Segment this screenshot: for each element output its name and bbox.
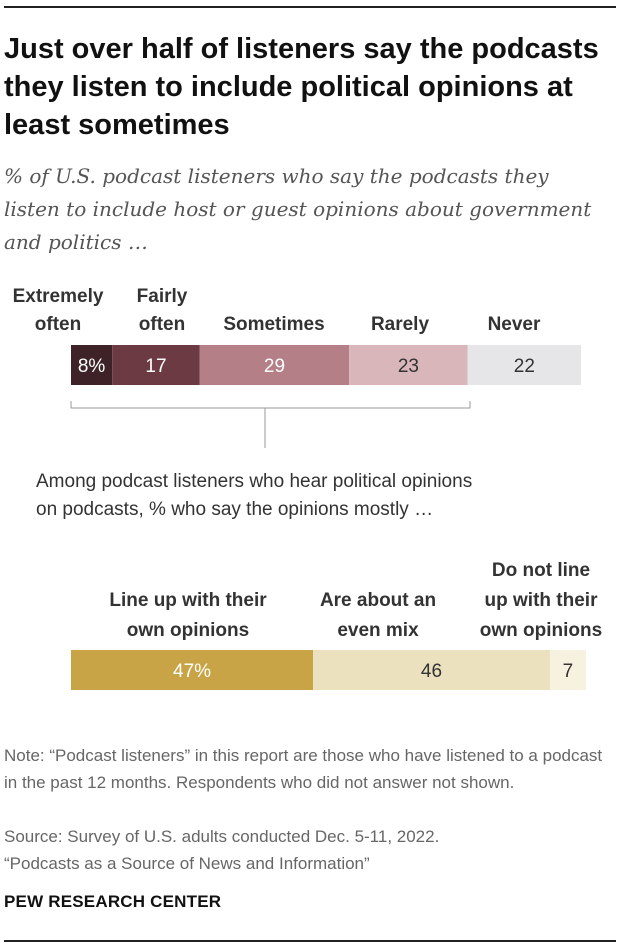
- chart2-intro-line-2: on podcasts, % who say the opinions most…: [36, 499, 433, 520]
- category-label-line-up-with-their-own-opinions: Line up with their: [109, 590, 267, 611]
- bar-never: [467, 345, 581, 385]
- value-label-are-about-an-even-mix: 46: [421, 661, 442, 682]
- chart-title: Just over half of listeners say the podc…: [4, 33, 599, 141]
- category-label-are-about-an-even-mix: even mix: [337, 620, 419, 641]
- chart-frequency: 8% Extremely often 17 Fairly often 29 Sometimes…: [13, 286, 581, 385]
- chart-note: Note: “Podcast listeners” in this report…: [4, 746, 603, 792]
- category-label-never: Never: [488, 314, 541, 335]
- chart-opinion-alignment: 47% Line up with their own opinions 46 Are a…: [71, 560, 602, 690]
- category-label-rarely: Rarely: [371, 314, 430, 335]
- bar-fairly-often: [112, 345, 200, 385]
- bracket-connector: [70, 401, 471, 448]
- chart-source: Source: Survey of U.S. adults conducted …: [4, 823, 604, 877]
- report-title: “Podcasts as a Source of News and Inform…: [4, 854, 370, 873]
- value-label-sometimes: 29: [264, 356, 285, 377]
- category-label-extremely-often: often: [35, 314, 81, 335]
- value-label-extremely-often: 8%: [78, 356, 106, 377]
- category-label-fairly-often: often: [139, 314, 185, 335]
- value-label-fairly-often: 17: [145, 356, 166, 377]
- category-label-are-about-an-even-mix: Are about an: [320, 590, 436, 611]
- bar-do-not-line-up-with-their-own-opinions: [549, 650, 586, 690]
- bar-are-about-an-even-mix: [313, 650, 550, 690]
- source-line: Source: Survey of U.S. adults conducted …: [4, 827, 440, 846]
- value-label-never: 22: [514, 356, 535, 377]
- bar-sometimes: [199, 345, 350, 385]
- bar-rarely: [349, 345, 468, 385]
- bar-extremely-often: [71, 345, 113, 385]
- value-label-do-not-line-up-with-their-own-opinions: 7: [563, 661, 574, 682]
- chart-area: 8% Extremely often 17 Fairly often 29 Sometimes…: [13, 286, 602, 690]
- bracket-line: [70, 401, 471, 448]
- category-label-do-not-line-up-with-their-own-opinions: up with their: [485, 590, 599, 611]
- category-label-do-not-line-up-with-their-own-opinions: Do not line: [492, 560, 590, 581]
- category-label-do-not-line-up-with-their-own-opinions: own opinions: [480, 620, 602, 641]
- value-label-rarely: 23: [398, 356, 419, 377]
- category-label-sometimes: Sometimes: [223, 314, 324, 335]
- chart-subtitle: % of U.S. podcast listeners who say the …: [4, 164, 592, 254]
- chart2-intro-line-1: Among podcast listeners who hear politic…: [36, 471, 472, 492]
- category-label-line-up-with-their-own-opinions: own opinions: [127, 620, 249, 641]
- value-label-line-up-with-their-own-opinions: 47%: [173, 661, 211, 682]
- bottom-rule: [4, 940, 616, 942]
- top-rule: [4, 6, 616, 8]
- bar-line-up-with-their-own-opinions: [71, 650, 314, 690]
- category-label-fairly-often: Fairly: [137, 286, 188, 307]
- pew-logo-text: PEW RESEARCH CENTER: [4, 892, 222, 911]
- category-label-extremely-often: Extremely: [13, 286, 104, 307]
